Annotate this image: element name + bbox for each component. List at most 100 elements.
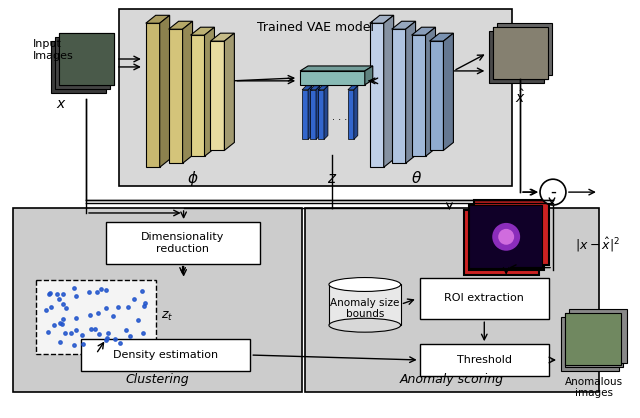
Polygon shape xyxy=(182,21,193,163)
Polygon shape xyxy=(444,33,453,150)
Point xyxy=(66,329,76,336)
Text: Threshold: Threshold xyxy=(457,355,512,365)
Text: $x$: $x$ xyxy=(56,97,67,111)
Polygon shape xyxy=(412,27,435,35)
Bar xyxy=(469,205,544,270)
Bar xyxy=(55,37,110,89)
Point xyxy=(58,301,68,307)
Polygon shape xyxy=(146,15,170,23)
Bar xyxy=(211,41,225,150)
Polygon shape xyxy=(316,86,320,140)
Point xyxy=(138,288,148,295)
Point xyxy=(101,336,111,343)
Polygon shape xyxy=(365,66,372,85)
Text: Anomalous
images: Anomalous images xyxy=(564,377,623,398)
Point xyxy=(60,329,70,336)
Bar xyxy=(191,35,205,156)
Bar xyxy=(302,90,308,140)
Circle shape xyxy=(540,179,566,205)
Bar xyxy=(329,285,401,325)
Bar xyxy=(469,205,542,268)
Point xyxy=(140,300,150,307)
Point xyxy=(125,333,136,339)
Ellipse shape xyxy=(329,278,401,291)
Point xyxy=(55,319,65,326)
Bar xyxy=(565,314,623,367)
Polygon shape xyxy=(324,86,328,140)
Bar xyxy=(106,222,260,264)
Bar xyxy=(348,90,354,140)
Point xyxy=(102,335,112,342)
Point xyxy=(49,321,60,328)
Polygon shape xyxy=(384,15,394,167)
Point xyxy=(70,327,81,334)
Polygon shape xyxy=(300,66,372,71)
Bar xyxy=(420,344,549,376)
Bar xyxy=(565,314,621,365)
Polygon shape xyxy=(211,33,234,41)
Point xyxy=(57,321,67,327)
Polygon shape xyxy=(348,86,358,90)
Bar xyxy=(13,208,302,392)
Point xyxy=(45,289,55,296)
Point xyxy=(92,288,102,295)
Point xyxy=(44,291,54,298)
Point xyxy=(41,307,51,314)
Point xyxy=(78,341,88,348)
Polygon shape xyxy=(191,27,214,35)
Point xyxy=(115,339,125,346)
Point xyxy=(101,287,111,293)
Point xyxy=(93,331,104,338)
Polygon shape xyxy=(370,15,394,23)
Point xyxy=(108,313,118,320)
Bar xyxy=(305,208,599,392)
Text: $z$: $z$ xyxy=(327,171,337,186)
Text: $\hat{x}$: $\hat{x}$ xyxy=(515,89,525,106)
Polygon shape xyxy=(169,21,193,29)
Bar xyxy=(36,280,156,354)
Polygon shape xyxy=(406,21,415,163)
Text: $|x - \hat{x}|^2$: $|x - \hat{x}|^2$ xyxy=(575,236,620,254)
Text: ROI extraction: ROI extraction xyxy=(444,293,524,303)
Point xyxy=(71,315,81,321)
Point xyxy=(102,329,113,336)
Bar xyxy=(370,23,384,167)
Bar xyxy=(493,27,548,79)
Bar xyxy=(569,309,627,363)
Point xyxy=(70,292,81,299)
Point xyxy=(123,303,133,310)
Point xyxy=(133,317,143,324)
Polygon shape xyxy=(302,86,312,90)
Text: Dimensionality
reduction: Dimensionality reduction xyxy=(141,232,224,254)
Polygon shape xyxy=(160,15,170,167)
Bar xyxy=(81,339,250,371)
Point xyxy=(138,329,148,336)
Polygon shape xyxy=(205,27,214,156)
Text: Trained VAE model: Trained VAE model xyxy=(257,21,374,34)
Text: Anomaly scoring: Anomaly scoring xyxy=(399,373,504,386)
Bar xyxy=(429,41,444,150)
Bar xyxy=(392,29,406,163)
Polygon shape xyxy=(308,86,312,140)
Bar xyxy=(318,90,324,140)
Text: Clustering: Clustering xyxy=(126,373,189,386)
Point xyxy=(93,309,103,316)
Bar xyxy=(474,200,549,265)
Bar xyxy=(59,33,114,85)
Bar xyxy=(119,9,512,186)
Point xyxy=(52,291,62,298)
Polygon shape xyxy=(392,21,415,29)
Text: . . .: . . . xyxy=(332,112,347,122)
Bar xyxy=(169,29,182,163)
Point xyxy=(84,312,95,319)
Polygon shape xyxy=(318,86,328,90)
Point xyxy=(110,336,120,343)
Point xyxy=(46,303,56,310)
Bar xyxy=(497,23,552,75)
Circle shape xyxy=(492,223,520,251)
Polygon shape xyxy=(310,86,320,90)
Text: $\phi$: $\phi$ xyxy=(187,169,198,188)
Point xyxy=(129,296,139,302)
Bar xyxy=(59,33,114,85)
Polygon shape xyxy=(429,33,453,41)
